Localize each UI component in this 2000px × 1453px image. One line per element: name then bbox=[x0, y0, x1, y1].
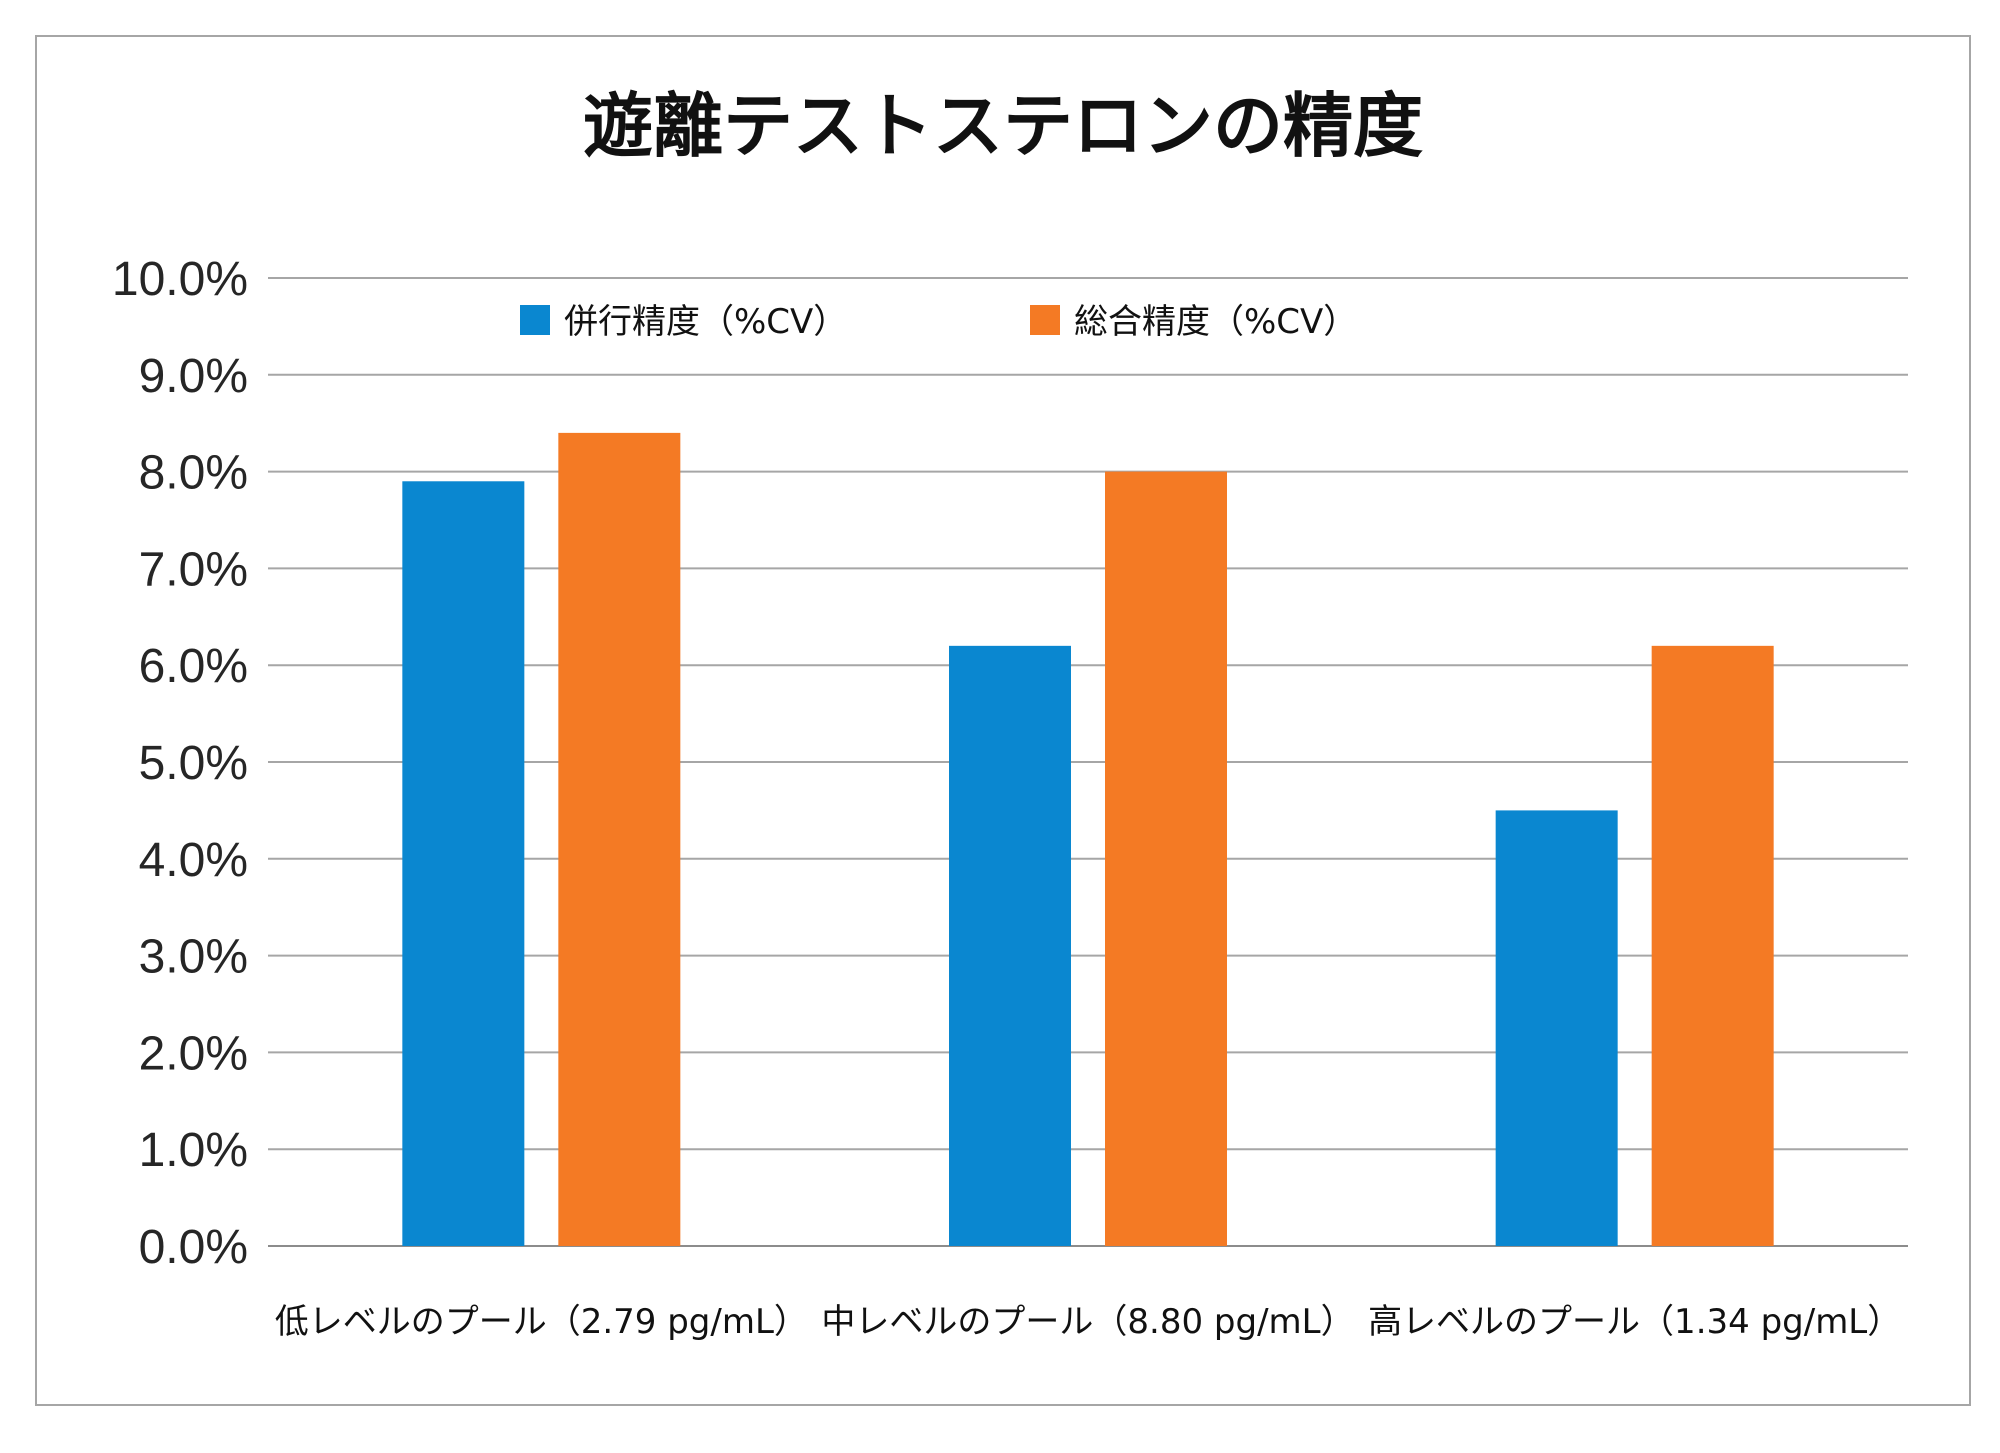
legend-label: 併行精度（%CV） bbox=[564, 302, 847, 342]
bar bbox=[1105, 471, 1227, 1247]
bar bbox=[949, 645, 1071, 1246]
bar bbox=[402, 481, 525, 1246]
y-tick-label: 8.0% bbox=[139, 447, 248, 500]
bars bbox=[402, 432, 1774, 1247]
y-tick-label: 7.0% bbox=[139, 543, 248, 596]
legend-swatch bbox=[1030, 305, 1060, 335]
x-axis-categories: 低レベルのプール（2.79 pg/mL） 中レベルのプール（8.80 pg/mL）… bbox=[275, 1302, 1902, 1342]
gridlines bbox=[268, 277, 1908, 1247]
y-tick-label: 0.0% bbox=[139, 1221, 248, 1274]
y-tick-label: 2.0% bbox=[139, 1027, 248, 1080]
y-tick-label: 9.0% bbox=[139, 350, 248, 403]
y-tick-label: 10.0% bbox=[112, 253, 248, 306]
y-tick-label: 4.0% bbox=[139, 834, 248, 887]
y-tick-label: 1.0% bbox=[139, 1124, 248, 1177]
bar bbox=[558, 432, 681, 1246]
y-tick-label: 6.0% bbox=[139, 640, 248, 693]
legend: 併行精度（%CV） 総合精度（%CV） bbox=[520, 302, 1357, 342]
chart-title: 遊離テストステロンの精度 bbox=[583, 85, 1423, 167]
legend-label: 総合精度（%CV） bbox=[1074, 302, 1357, 342]
y-axis-ticks: 0.0% 1.0% 2.0% 3.0% 4.0% 5.0% 6.0% 7.0% 8.0% 9.0%… bbox=[112, 253, 248, 1274]
category-label: 中レベルのプール（8.80 pg/mL） bbox=[821, 1302, 1354, 1342]
y-tick-label: 5.0% bbox=[139, 737, 248, 790]
y-tick-label: 3.0% bbox=[139, 931, 248, 984]
legend-swatch bbox=[520, 305, 550, 335]
bar bbox=[1495, 810, 1618, 1246]
category-label: 高レベルのプール（1.34 pg/mL） bbox=[1368, 1302, 1901, 1342]
bar bbox=[1651, 645, 1774, 1246]
category-label: 低レベルのプール（2.79 pg/mL） bbox=[275, 1302, 808, 1342]
